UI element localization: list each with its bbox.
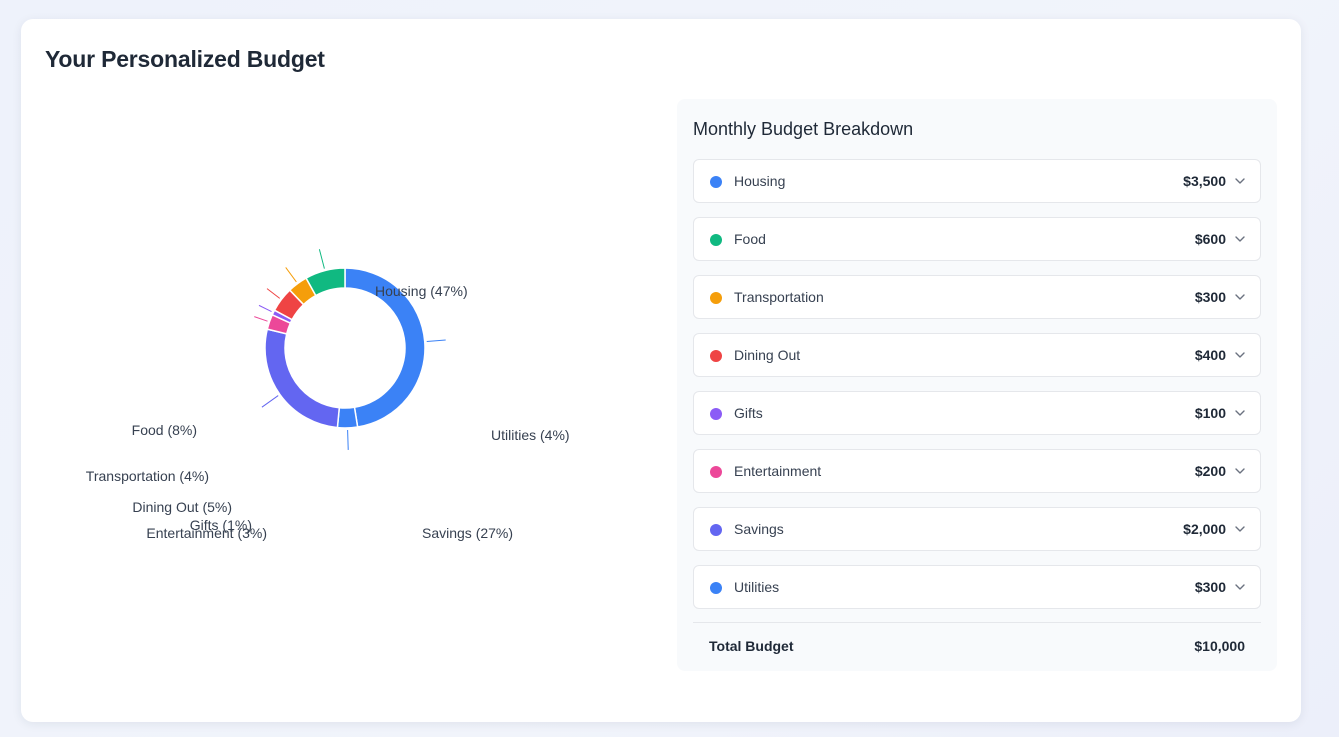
- donut-slice-utilities[interactable]: [336, 406, 359, 429]
- category-color-dot: [710, 234, 722, 246]
- leader-line: [258, 304, 272, 313]
- leader-line: [426, 339, 446, 342]
- total-budget-amount: $10,000: [1194, 638, 1245, 654]
- category-amount: $3,500: [1183, 173, 1226, 189]
- category-color-dot: [710, 408, 722, 420]
- donut-slice-housing[interactable]: [344, 267, 426, 428]
- slice-label: Dining Out (5%): [132, 499, 232, 515]
- chevron-down-icon[interactable]: [1234, 349, 1246, 361]
- chevron-down-icon[interactable]: [1234, 233, 1246, 245]
- slice-label: Food (8%): [132, 422, 197, 438]
- category-label: Entertainment: [734, 463, 822, 479]
- breakdown-item-housing[interactable]: Housing $3,500: [693, 159, 1261, 203]
- category-color-dot: [710, 176, 722, 188]
- category-amount: $200: [1194, 463, 1226, 479]
- total-budget-label: Total Budget: [709, 638, 794, 654]
- leader-line: [254, 316, 268, 322]
- category-amount: $400: [1194, 347, 1226, 363]
- category-label: Housing: [734, 173, 786, 189]
- category-color-dot: [710, 292, 722, 304]
- category-amount: $300: [1194, 289, 1226, 305]
- slice-label: Savings (27%): [422, 525, 513, 541]
- category-amount: $2,000: [1183, 521, 1226, 537]
- category-color-dot: [710, 524, 722, 536]
- chevron-down-icon[interactable]: [1234, 407, 1246, 419]
- budget-breakdown-panel: Monthly Budget Breakdown Housing $3,500 …: [677, 99, 1277, 671]
- category-label: Utilities: [734, 579, 780, 595]
- category-label: Gifts: [734, 405, 763, 421]
- leader-line: [261, 395, 279, 408]
- breakdown-item-utilities[interactable]: Utilities $300: [693, 565, 1261, 609]
- breakdown-item-food[interactable]: Food $600: [693, 217, 1261, 261]
- donut-chart: Housing (47%) Utilities (4%) Savings (27%)…: [86, 249, 570, 541]
- category-label: Savings: [734, 521, 784, 537]
- donut-slice-food[interactable]: [305, 267, 346, 297]
- chevron-down-icon[interactable]: [1234, 465, 1246, 477]
- category-amount: $100: [1194, 405, 1226, 421]
- category-label: Transportation: [734, 289, 824, 305]
- budget-chart: Housing (47%) Utilities (4%) Savings (27%)…: [21, 99, 661, 699]
- leader-line: [318, 249, 325, 269]
- chevron-down-icon[interactable]: [1234, 581, 1246, 593]
- chevron-down-icon[interactable]: [1234, 175, 1246, 187]
- slice-label: Entertainment (3%): [146, 525, 267, 541]
- category-color-dot: [710, 582, 722, 594]
- breakdown-title: Monthly Budget Breakdown: [693, 119, 914, 139]
- breakdown-item-dining-out[interactable]: Dining Out $400: [693, 333, 1261, 377]
- breakdown-item-transportation[interactable]: Transportation $300: [693, 275, 1261, 319]
- breakdown-item-savings[interactable]: Savings $2,000: [693, 507, 1261, 551]
- slice-label: Utilities (4%): [491, 427, 570, 443]
- donut-slice-savings[interactable]: [264, 328, 341, 429]
- chevron-down-icon[interactable]: [1234, 523, 1246, 535]
- breakdown-list: Housing $3,500 Food $600 Transportation …: [693, 159, 1261, 623]
- breakdown-item-entertainment[interactable]: Entertainment $200: [693, 449, 1261, 493]
- slice-label: Housing (47%): [375, 283, 468, 299]
- breakdown-item-gifts[interactable]: Gifts $100: [693, 391, 1261, 435]
- category-color-dot: [710, 466, 722, 478]
- category-amount: $600: [1194, 231, 1226, 247]
- leader-line: [266, 288, 281, 299]
- category-color-dot: [710, 350, 722, 362]
- slice-label: Gifts (1%): [190, 517, 252, 533]
- slice-label: Transportation (4%): [86, 468, 209, 484]
- category-amount: $300: [1194, 579, 1226, 595]
- leader-line: [347, 429, 349, 450]
- budget-card: Your Personalized Budget Housing (47%) Ut…: [21, 19, 1301, 722]
- page-title: Your Personalized Budget: [45, 46, 325, 72]
- total-budget-row: Total Budget $10,000: [693, 622, 1261, 671]
- category-label: Food: [734, 231, 766, 247]
- chevron-down-icon[interactable]: [1234, 291, 1246, 303]
- leader-line: [285, 267, 297, 283]
- category-label: Dining Out: [734, 347, 801, 363]
